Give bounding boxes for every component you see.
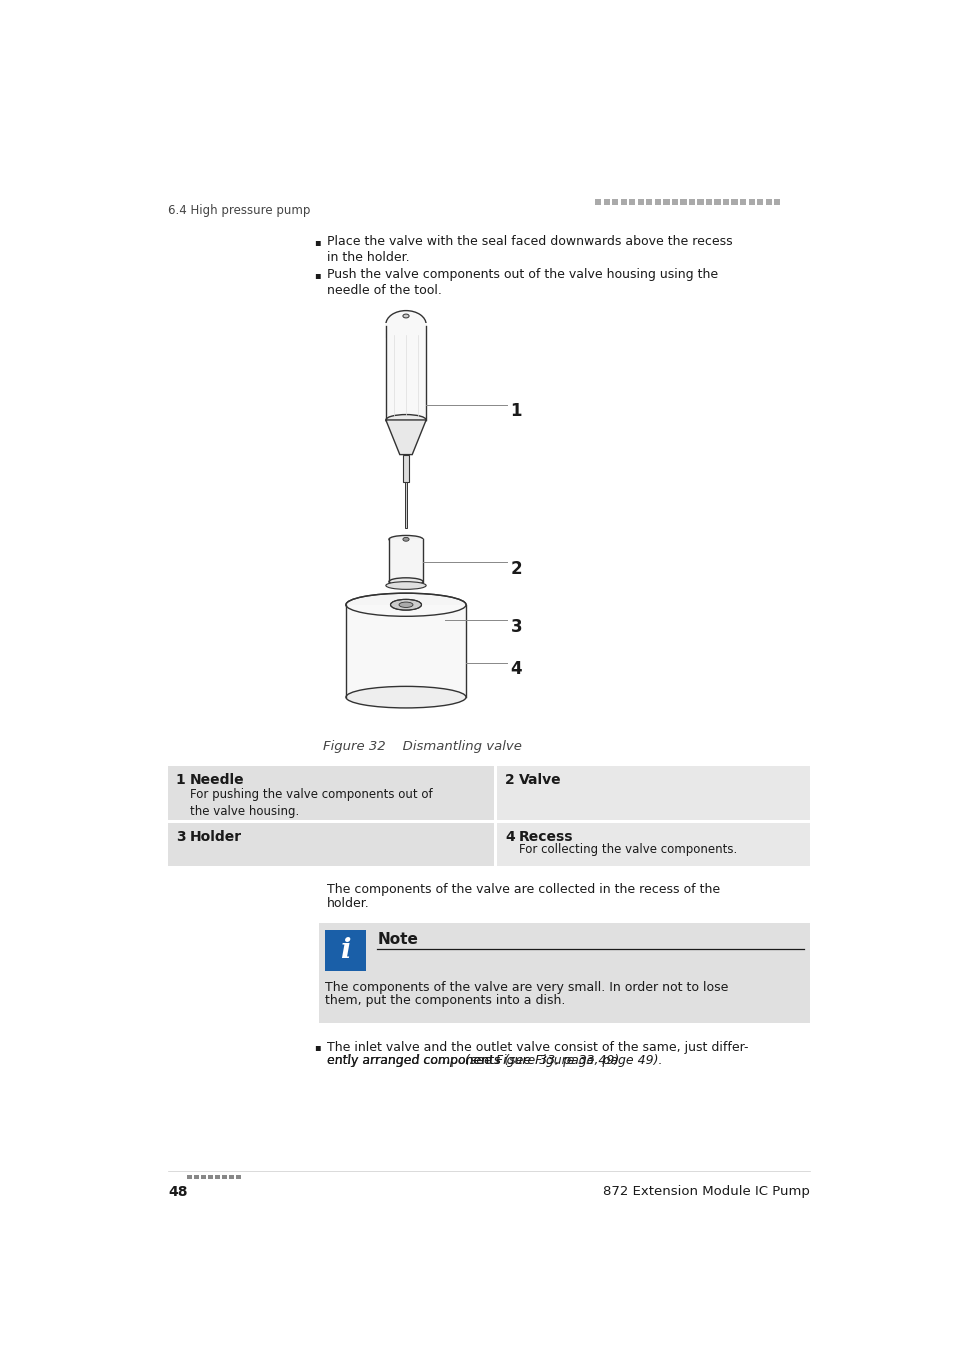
Text: 3: 3 bbox=[510, 618, 521, 636]
Bar bbox=[405, 482, 407, 528]
Bar bbox=[229, 1174, 233, 1179]
Bar bbox=[679, 198, 686, 205]
Bar bbox=[765, 198, 771, 205]
Bar bbox=[402, 455, 409, 482]
Bar bbox=[222, 1174, 227, 1179]
Bar bbox=[722, 198, 728, 205]
Ellipse shape bbox=[389, 578, 422, 586]
Bar bbox=[385, 325, 426, 420]
Bar bbox=[236, 1174, 241, 1179]
Text: 4: 4 bbox=[510, 660, 521, 678]
Bar bbox=[662, 198, 669, 205]
Bar bbox=[612, 198, 618, 205]
Text: ▪: ▪ bbox=[314, 1042, 321, 1052]
Bar bbox=[671, 198, 678, 205]
Bar bbox=[208, 1174, 213, 1179]
Bar bbox=[168, 824, 494, 865]
Bar bbox=[697, 198, 703, 205]
Text: 3: 3 bbox=[175, 830, 185, 844]
Ellipse shape bbox=[385, 582, 426, 590]
Ellipse shape bbox=[385, 414, 426, 425]
Bar bbox=[201, 1174, 206, 1179]
Text: 2: 2 bbox=[505, 772, 515, 787]
Ellipse shape bbox=[385, 310, 426, 339]
Text: holder.: holder. bbox=[327, 896, 370, 910]
Bar bbox=[629, 198, 635, 205]
Bar bbox=[645, 198, 652, 205]
Bar bbox=[654, 198, 660, 205]
Text: Holder: Holder bbox=[190, 830, 242, 844]
Text: ▪: ▪ bbox=[314, 270, 321, 279]
Text: 2: 2 bbox=[510, 560, 521, 578]
Text: Figure 32    Dismantling valve: Figure 32 Dismantling valve bbox=[323, 740, 521, 752]
Ellipse shape bbox=[389, 536, 422, 543]
Bar bbox=[194, 1174, 199, 1179]
Text: Push the valve components out of the valve housing using the: Push the valve components out of the val… bbox=[327, 269, 718, 281]
Bar bbox=[714, 198, 720, 205]
Text: i: i bbox=[340, 937, 351, 964]
Bar bbox=[385, 323, 427, 339]
Bar bbox=[740, 198, 745, 205]
Text: Valve: Valve bbox=[518, 772, 561, 787]
Text: 6.4 High pressure pump: 6.4 High pressure pump bbox=[168, 204, 310, 217]
Bar bbox=[389, 539, 422, 582]
Text: The inlet valve and the outlet valve consist of the same, just differ-: The inlet valve and the outlet valve con… bbox=[327, 1041, 748, 1053]
Ellipse shape bbox=[398, 602, 413, 608]
Ellipse shape bbox=[402, 315, 409, 319]
Text: 4: 4 bbox=[505, 830, 515, 844]
Bar bbox=[595, 198, 600, 205]
Text: The components of the valve are collected in the recess of the: The components of the valve are collecte… bbox=[327, 883, 720, 895]
Bar bbox=[620, 198, 626, 205]
Text: 1: 1 bbox=[510, 402, 521, 420]
Bar bbox=[168, 767, 494, 821]
Text: Place the valve with the seal faced downwards above the recess: Place the valve with the seal faced down… bbox=[327, 235, 732, 248]
Bar bbox=[757, 198, 762, 205]
Text: For collecting the valve components.: For collecting the valve components. bbox=[518, 844, 737, 856]
Bar bbox=[637, 198, 643, 205]
Bar bbox=[346, 605, 466, 697]
Bar bbox=[748, 198, 754, 205]
Text: in the holder.: in the holder. bbox=[327, 251, 409, 263]
Text: ently arranged components (see Figure 33, page 49).: ently arranged components (see Figure 33… bbox=[327, 1054, 661, 1068]
Ellipse shape bbox=[390, 599, 421, 610]
Ellipse shape bbox=[346, 593, 466, 617]
Text: (see Figure 33, page 49).: (see Figure 33, page 49). bbox=[464, 1054, 622, 1068]
Text: The components of the valve are very small. In order not to lose: The components of the valve are very sma… bbox=[325, 980, 728, 994]
Bar bbox=[497, 824, 809, 865]
Bar bbox=[773, 198, 780, 205]
Text: 1: 1 bbox=[175, 772, 186, 787]
FancyBboxPatch shape bbox=[325, 930, 365, 971]
Text: For pushing the valve components out of
the valve housing.: For pushing the valve components out of … bbox=[190, 788, 432, 818]
Ellipse shape bbox=[402, 537, 409, 541]
Bar bbox=[731, 198, 737, 205]
Bar bbox=[497, 767, 809, 821]
Ellipse shape bbox=[346, 686, 466, 707]
Text: 48: 48 bbox=[168, 1184, 188, 1199]
Text: Needle: Needle bbox=[190, 772, 244, 787]
Bar bbox=[705, 198, 711, 205]
Text: 872 Extension Module IC Pump: 872 Extension Module IC Pump bbox=[602, 1184, 809, 1197]
Text: Note: Note bbox=[377, 931, 417, 946]
Text: ently arranged components: ently arranged components bbox=[327, 1054, 504, 1068]
Text: Recess: Recess bbox=[518, 830, 573, 844]
Bar bbox=[319, 923, 809, 1023]
Bar bbox=[187, 1174, 192, 1179]
Text: ▪: ▪ bbox=[314, 236, 321, 247]
Text: needle of the tool.: needle of the tool. bbox=[327, 284, 441, 297]
Polygon shape bbox=[385, 420, 426, 455]
Bar bbox=[603, 198, 609, 205]
Text: them, put the components into a dish.: them, put the components into a dish. bbox=[325, 995, 565, 1007]
Bar bbox=[688, 198, 695, 205]
Bar bbox=[215, 1174, 220, 1179]
